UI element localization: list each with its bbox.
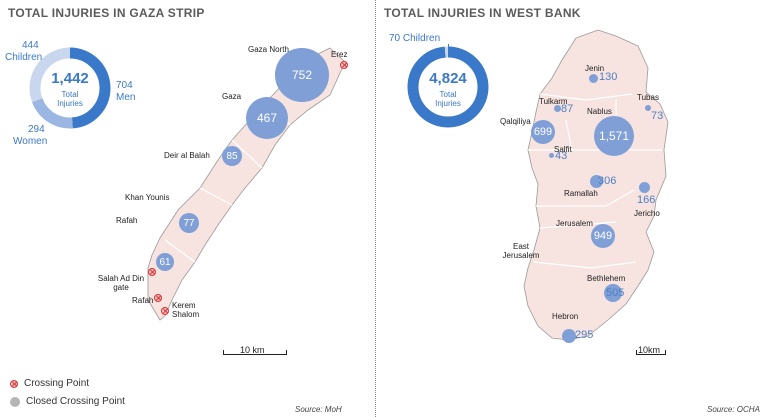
westbank-donut-segment-adults bbox=[407, 46, 489, 128]
gaza-north-bubble: 752 bbox=[275, 48, 329, 102]
khan-younis-bubble: 77 bbox=[179, 213, 199, 233]
label-kerem-shalom-2: Shalom bbox=[172, 310, 200, 319]
salfit-bubble bbox=[549, 153, 554, 158]
label-gaza-north: Gaza North bbox=[248, 45, 289, 54]
bethlehem-bubble bbox=[604, 284, 622, 302]
label-rafah: Rafah bbox=[116, 216, 138, 225]
westbank-donut-label-1: Total bbox=[439, 90, 457, 99]
panel-divider bbox=[375, 0, 376, 417]
tubas-bubble bbox=[645, 105, 651, 111]
jenin-bubble bbox=[589, 74, 598, 83]
kerem-shalom-crossing-icon bbox=[161, 307, 169, 315]
label-hebron: Hebron bbox=[552, 312, 579, 321]
label-ramallah: Ramallah bbox=[564, 189, 598, 198]
label-jericho: Jericho bbox=[634, 209, 660, 218]
label-erez: Erez bbox=[331, 50, 348, 59]
label-khan-younis: Khan Younis bbox=[125, 193, 170, 202]
westbank-donut-total: 4,824 bbox=[429, 70, 467, 87]
closed-crossing-point-icon bbox=[10, 396, 20, 407]
westbank-scale-bar bbox=[636, 350, 666, 355]
label-nablus: Nablus bbox=[587, 107, 612, 116]
tulkarm-value: 87 bbox=[561, 103, 574, 115]
hebron-value: 295 bbox=[575, 329, 594, 341]
crossing-point-icon bbox=[10, 379, 18, 388]
label-salfit: Salfit bbox=[554, 145, 572, 154]
legend-closed-label: Closed Crossing Point bbox=[26, 396, 125, 407]
label-qalqiliya: Qalqiliya bbox=[500, 117, 531, 126]
legend-crossing-point: Crossing Point bbox=[10, 378, 89, 389]
bethlehem-value: 505 bbox=[606, 287, 625, 299]
westbank-children-label: 70 Children bbox=[389, 33, 441, 44]
gaza-women-value: 294 bbox=[28, 124, 45, 135]
nablus-bubble: 1,571 bbox=[594, 116, 634, 156]
salah-ad-din-crossing-icon bbox=[148, 268, 156, 276]
label-east-jerusalem-1: East bbox=[512, 242, 530, 251]
gaza-scale-bar bbox=[223, 350, 287, 355]
ramallah-bubble bbox=[590, 175, 603, 188]
label-bethlehem: Bethlehem bbox=[587, 274, 626, 283]
westbank-donut-segment-children bbox=[407, 46, 489, 128]
legend-crossing-label: Crossing Point bbox=[24, 378, 90, 389]
gaza-title: TOTAL INJURIES IN GAZA STRIP bbox=[8, 6, 205, 20]
rafah-bubble: 61 bbox=[156, 253, 174, 271]
gaza-injuries-donut bbox=[29, 47, 111, 129]
legend-closed-crossing-point: Closed Crossing Point bbox=[10, 396, 125, 407]
gaza-children-label: Children bbox=[5, 52, 43, 63]
gaza-source: Source: MoH bbox=[295, 405, 342, 414]
label-salah-ad-din-1: Salah Ad Din bbox=[97, 274, 145, 283]
label-salah-ad-din-2: gate bbox=[113, 283, 129, 292]
ramallah-value: 306 bbox=[598, 175, 617, 187]
gaza-donut-label-1: Total bbox=[61, 90, 79, 99]
label-gaza: Gaza bbox=[222, 92, 242, 101]
jericho-bubble bbox=[639, 182, 650, 193]
gaza-donut-total: 1,442 bbox=[51, 70, 89, 87]
label-kerem-shalom-1: Kerem bbox=[172, 301, 196, 310]
label-deir-al-balah: Deir al Balah bbox=[164, 151, 210, 160]
gaza-men-value: 704 bbox=[116, 80, 133, 91]
gaza-donut-segment-women bbox=[29, 47, 111, 129]
gaza-men-label: Men bbox=[116, 92, 136, 103]
gaza-children-value: 444 bbox=[22, 40, 39, 51]
jericho-value: 166 bbox=[637, 194, 656, 206]
gaza-donut-label-2: Injuries bbox=[57, 99, 83, 108]
label-jerusalem: Jerusalem bbox=[556, 219, 593, 228]
tulkarm-bubble bbox=[554, 105, 561, 112]
label-tulkarm: Tulkarm bbox=[539, 97, 568, 106]
westbank-donut-label-2: Injuries bbox=[435, 99, 461, 108]
qalqiliya-bubble: 699 bbox=[531, 120, 555, 144]
westbank-title: TOTAL INJURIES IN WEST BANK bbox=[384, 6, 581, 20]
salfit-value: 43 bbox=[555, 150, 568, 162]
gaza-scale-label: 10 km bbox=[240, 345, 265, 355]
gaza-donut-segment-children bbox=[29, 47, 111, 129]
rafah-crossing-icon bbox=[154, 294, 162, 302]
gaza-city-bubble: 467 bbox=[246, 97, 288, 139]
westbank-scale-label: 10km bbox=[638, 345, 661, 355]
jerusalem-bubble: 949 bbox=[591, 224, 615, 248]
label-jenin: Jenin bbox=[585, 64, 605, 73]
tubas-value: 73 bbox=[651, 110, 664, 122]
westbank-injuries-donut bbox=[407, 46, 489, 128]
label-rafah-crossing: Rafah bbox=[132, 296, 154, 305]
westbank-source: Source: OCHA bbox=[707, 405, 760, 414]
hebron-bubble bbox=[562, 329, 576, 343]
erez-crossing-icon bbox=[340, 61, 348, 69]
label-east-jerusalem-2: Jerusalem bbox=[502, 251, 540, 260]
jenin-value: 130 bbox=[599, 71, 618, 83]
deir-al-balah-bubble: 85 bbox=[222, 146, 242, 166]
gaza-women-label: Women bbox=[13, 136, 48, 147]
westbank-children-leader bbox=[448, 44, 449, 50]
label-tubas: Tubas bbox=[637, 93, 659, 102]
